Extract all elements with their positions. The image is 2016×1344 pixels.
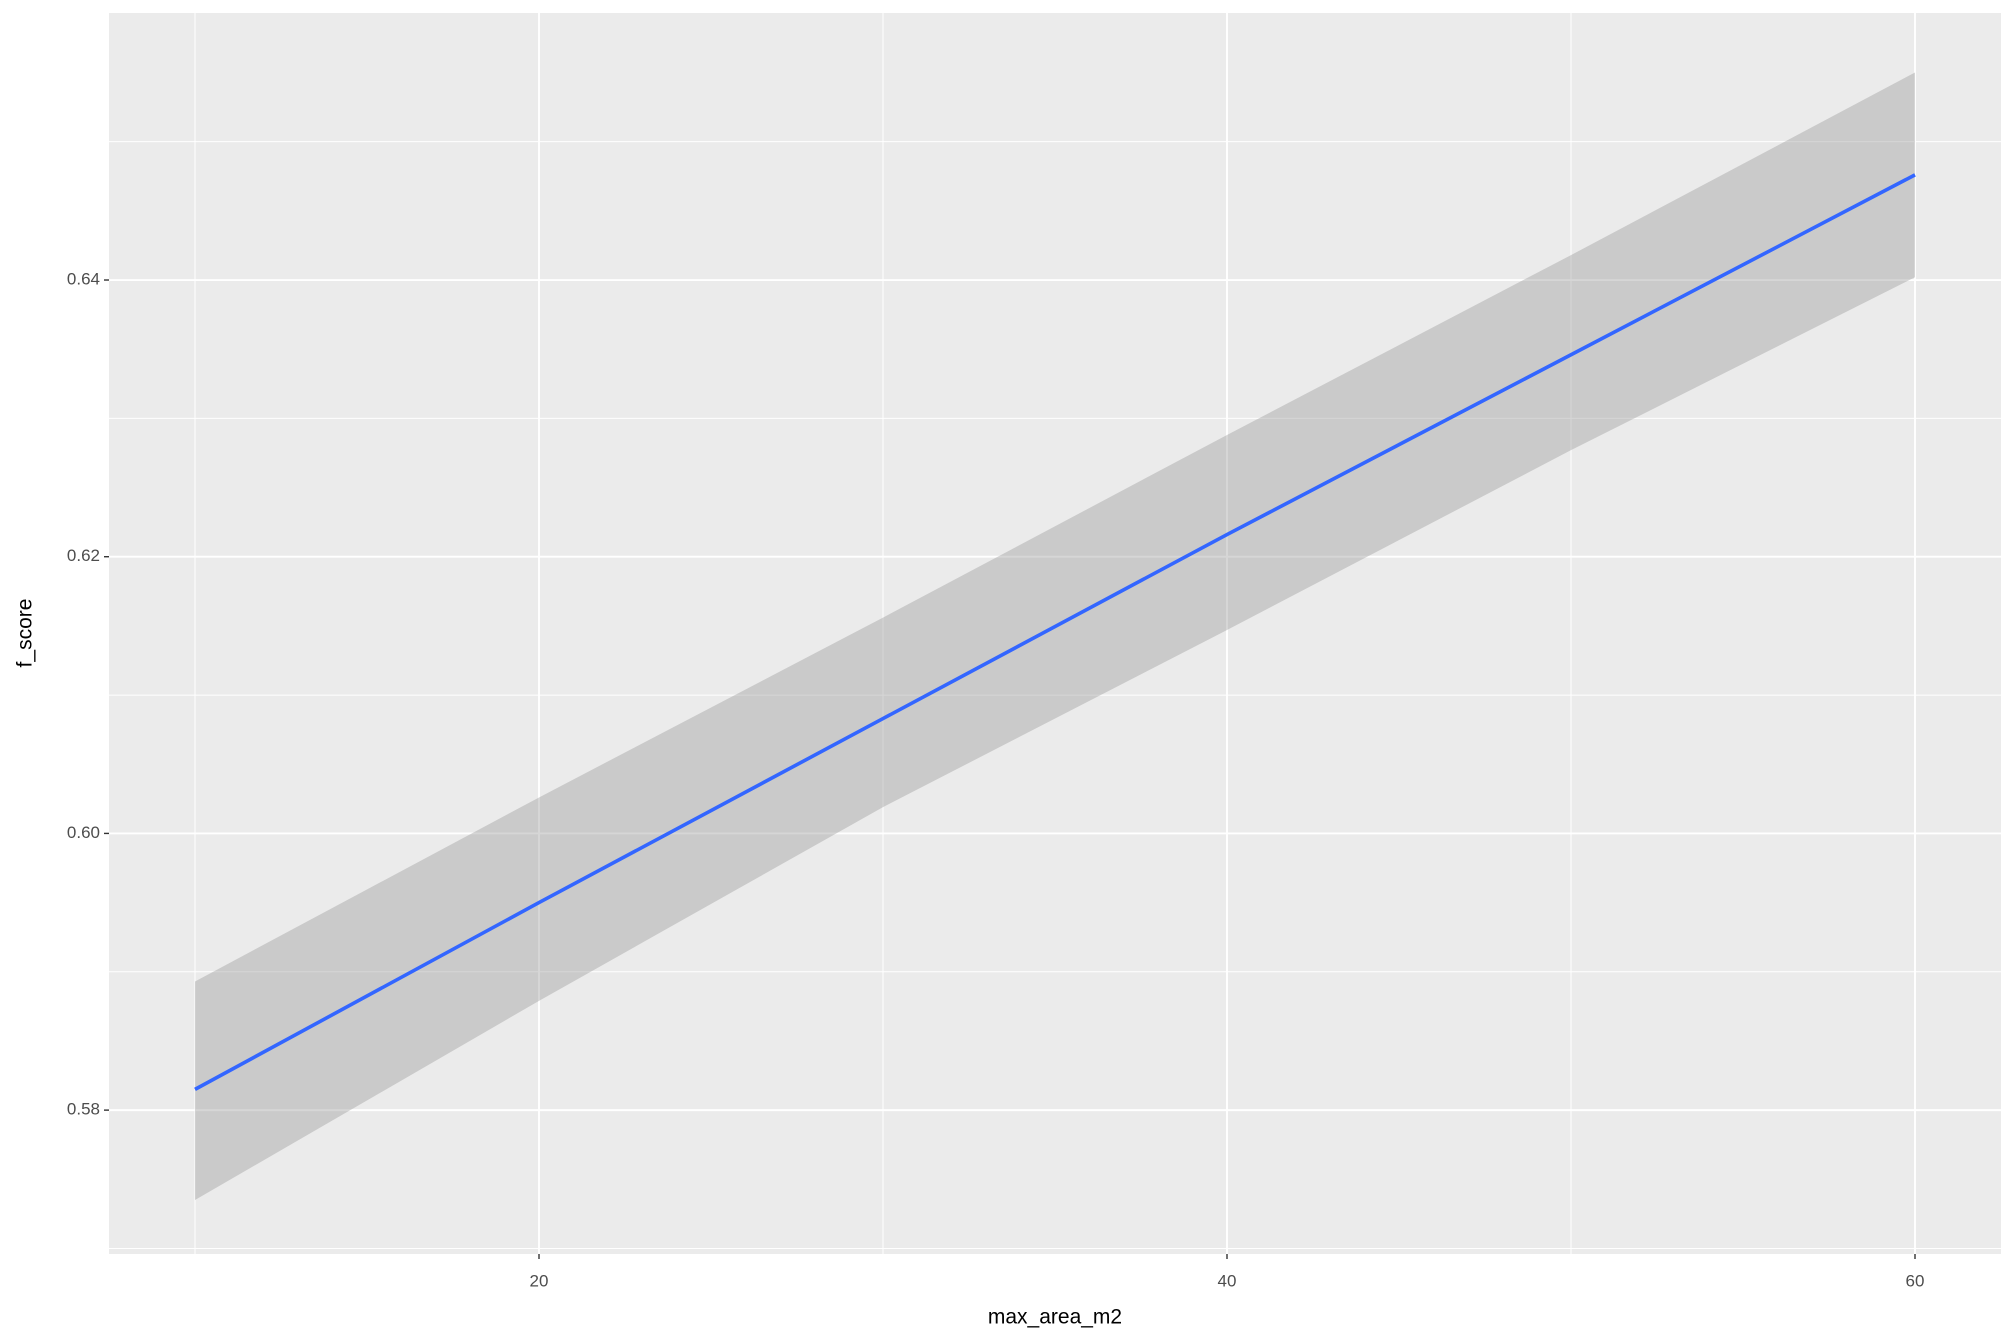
smooth-line [194, 173, 1916, 1091]
x-tick-label: 20 [530, 1271, 549, 1290]
confidence-band [195, 72, 1915, 1201]
panel [109, 13, 2001, 1254]
y-tick-label: 0.60 [67, 823, 100, 842]
x-tick-label: 40 [1218, 1271, 1237, 1290]
x-axis-title: max_area_m2 [988, 1306, 1122, 1329]
y-tick-label: 0.58 [67, 1100, 100, 1119]
y-axis-title: f_score [14, 599, 37, 668]
y-tick-label: 0.62 [67, 546, 100, 565]
y-tick-label: 0.64 [67, 269, 100, 288]
x-tick-label: 60 [1906, 1271, 1925, 1290]
